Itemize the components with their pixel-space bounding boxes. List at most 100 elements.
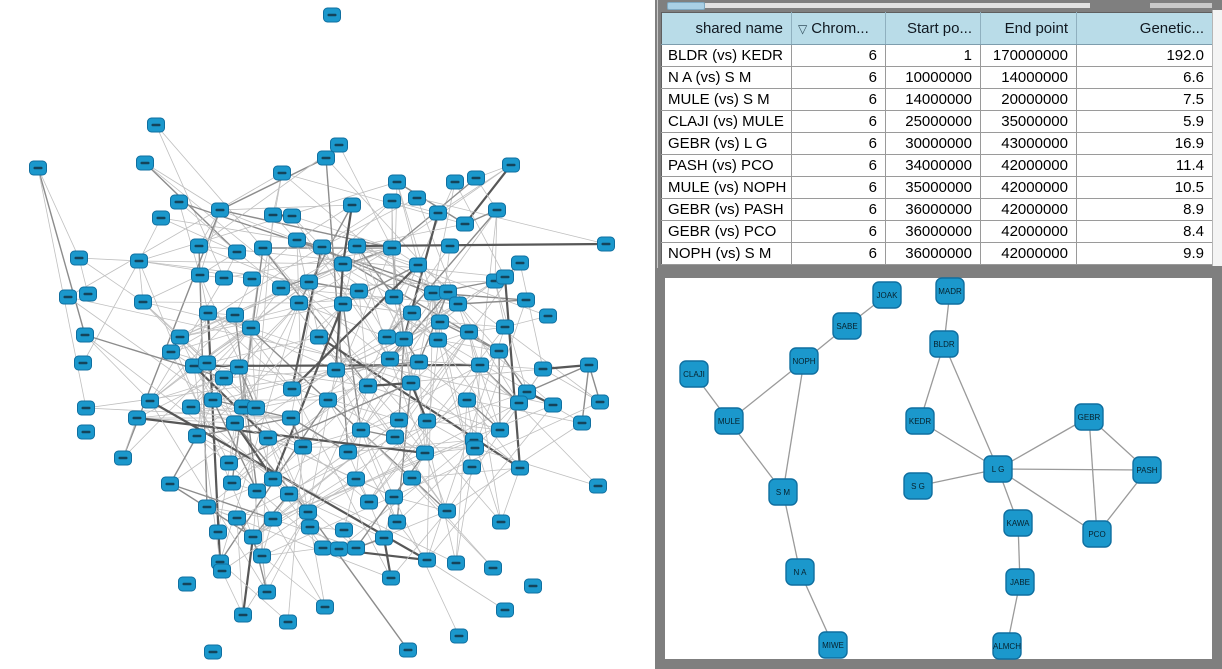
table-cell[interactable]: CLAJI (vs) MULE	[661, 110, 792, 133]
network-edge[interactable]	[342, 245, 358, 305]
network-edge[interactable]	[290, 303, 459, 419]
table-cell[interactable]: 42000000	[980, 176, 1077, 199]
overview-network-node[interactable]	[244, 529, 262, 545]
network-edge[interactable]	[335, 361, 420, 371]
overview-network-node[interactable]	[191, 267, 209, 283]
table-cell[interactable]: GEBR (vs) L G	[661, 132, 792, 155]
table-cell[interactable]: GEBR (vs) PASH	[661, 198, 792, 221]
overview-network-node[interactable]	[490, 343, 508, 359]
overview-network-canvas[interactable]	[0, 0, 655, 669]
network-edge[interactable]	[170, 245, 358, 353]
table-cell[interactable]: GEBR (vs) PCO	[661, 220, 792, 243]
table-cell[interactable]: 10000000	[885, 66, 981, 89]
overview-network-node[interactable]	[254, 240, 272, 256]
overview-network-node[interactable]	[471, 357, 489, 373]
overview-network-node[interactable]	[496, 602, 514, 618]
network-edge[interactable]	[236, 517, 244, 616]
overview-network-node[interactable]	[467, 170, 485, 186]
network-edge[interactable]	[455, 466, 473, 564]
table-cell[interactable]: 9.9	[1076, 242, 1213, 265]
overview-network-node[interactable]	[449, 296, 467, 312]
table-cell[interactable]: 14000000	[885, 88, 981, 111]
network-node-KEDR[interactable]: KEDR	[905, 407, 935, 435]
overview-network-node[interactable]	[403, 305, 421, 321]
network-edge[interactable]	[290, 417, 349, 453]
network-edge[interactable]	[199, 209, 221, 276]
table-cell[interactable]: 36000000	[885, 242, 981, 265]
overview-network-node[interactable]	[204, 392, 222, 408]
network-node-N A[interactable]: N A	[785, 558, 815, 586]
overview-network-node[interactable]	[141, 393, 159, 409]
network-edge[interactable]	[389, 331, 470, 360]
network-edge[interactable]	[160, 217, 298, 241]
network-edge[interactable]	[358, 290, 369, 387]
table-cell[interactable]: 5.9	[1076, 110, 1213, 133]
overview-network-node[interactable]	[334, 296, 352, 312]
overview-network-node[interactable]	[348, 238, 366, 254]
column-header-shared-name[interactable]: shared name	[661, 12, 792, 45]
overview-network-node[interactable]	[247, 400, 265, 416]
network-edge[interactable]	[457, 303, 520, 404]
network-edge[interactable]	[155, 124, 225, 279]
table-cell[interactable]: 8.9	[1076, 198, 1213, 221]
overview-network-node[interactable]	[496, 319, 514, 335]
network-edge[interactable]	[219, 209, 298, 241]
overview-network-node[interactable]	[418, 413, 436, 429]
network-edge[interactable]	[411, 477, 494, 569]
overview-network-node[interactable]	[446, 174, 464, 190]
network-edge[interactable]	[241, 536, 255, 616]
overview-network-node[interactable]	[431, 314, 449, 330]
overview-network-node[interactable]	[258, 584, 276, 600]
overview-network-node[interactable]	[198, 355, 216, 371]
table-cell[interactable]: 43000000	[980, 132, 1077, 155]
overview-network-node[interactable]	[290, 295, 308, 311]
network-edge[interactable]	[410, 331, 470, 384]
network-edge[interactable]	[255, 385, 369, 409]
overview-network-node[interactable]	[288, 232, 306, 248]
filter-funnel-icon[interactable]: ▽	[798, 22, 808, 36]
overview-network-node[interactable]	[178, 576, 196, 592]
overview-network-node[interactable]	[79, 286, 97, 302]
overview-network-node[interactable]	[438, 503, 456, 519]
network-edge[interactable]	[542, 368, 601, 403]
overview-network-node[interactable]	[301, 519, 319, 535]
overview-network-node[interactable]	[215, 270, 233, 286]
network-edge[interactable]	[206, 362, 236, 424]
overview-network-node[interactable]	[439, 284, 457, 300]
network-edge[interactable]	[178, 201, 201, 276]
network-edge[interactable]	[291, 388, 392, 579]
network-edge[interactable]	[437, 339, 501, 431]
overview-network-node[interactable]	[441, 238, 459, 254]
network-edge[interactable]	[179, 290, 360, 338]
column-header-chromosome[interactable]: ▽ Chrom...	[791, 12, 886, 45]
overview-network-node[interactable]	[279, 614, 297, 630]
table-cell[interactable]: 192.0	[1076, 44, 1213, 67]
overview-network-node[interactable]	[360, 494, 378, 510]
overview-network-node[interactable]	[544, 397, 562, 413]
network-edge[interactable]	[67, 172, 283, 298]
network-edge[interactable]	[169, 483, 274, 520]
network-edge[interactable]	[466, 399, 583, 424]
network-edge[interactable]	[228, 382, 412, 464]
network-edge-BLDR-L G[interactable]	[943, 343, 999, 470]
network-edge[interactable]	[37, 167, 86, 336]
overview-network-node[interactable]	[280, 486, 298, 502]
overview-network-node[interactable]	[223, 475, 241, 491]
network-edge[interactable]	[368, 326, 506, 503]
network-edge-L G-PCO[interactable]	[997, 468, 1098, 535]
network-node-L G[interactable]: L G	[983, 455, 1013, 483]
network-edge[interactable]	[360, 429, 494, 569]
overview-network-node[interactable]	[59, 289, 77, 305]
network-edge[interactable]	[439, 280, 496, 323]
overview-network-node[interactable]	[316, 599, 334, 615]
overview-network-node[interactable]	[294, 439, 312, 455]
overview-network-node[interactable]	[77, 424, 95, 440]
network-edge[interactable]	[426, 420, 501, 431]
network-edge[interactable]	[302, 446, 370, 503]
table-cell[interactable]: 6	[791, 88, 886, 111]
network-edge[interactable]	[142, 301, 244, 408]
network-edge[interactable]	[298, 247, 393, 304]
network-edge[interactable]	[84, 334, 151, 402]
overview-network-node[interactable]	[147, 117, 165, 133]
network-edge[interactable]	[219, 561, 289, 623]
